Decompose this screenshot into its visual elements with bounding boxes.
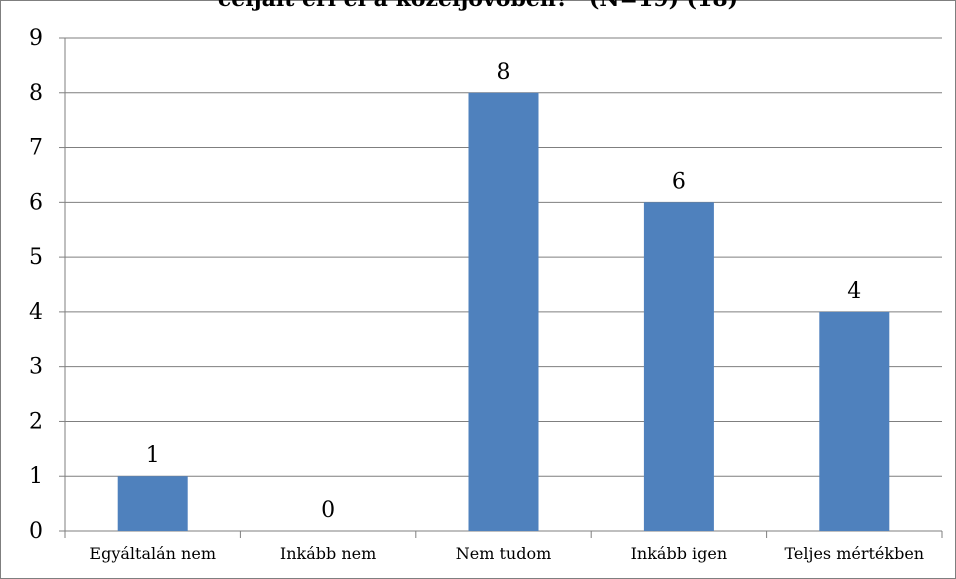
y-tick-label: 6 (29, 190, 43, 215)
bar (643, 202, 714, 532)
data-label: 8 (497, 60, 511, 85)
category-label: Teljes mértékben (784, 544, 924, 563)
bar (468, 92, 539, 532)
y-tick-label: 8 (29, 81, 43, 106)
bar (117, 476, 188, 531)
data-label: 4 (847, 279, 861, 304)
data-label: 1 (146, 443, 160, 468)
y-tick-label: 3 (29, 355, 43, 380)
y-tick-label: 4 (29, 300, 43, 325)
y-tick-label: 5 (29, 245, 43, 270)
chart-title: céljait éri el a közeljövőben?” (N=19) (… (0, 0, 956, 12)
data-label: 6 (672, 169, 686, 194)
category-label: Inkább igen (631, 544, 728, 563)
data-label: 0 (321, 498, 335, 523)
category-label: Nem tudom (456, 544, 552, 563)
y-tick-label: 1 (29, 464, 43, 489)
y-tick-label: 7 (29, 136, 43, 161)
y-tick-label: 0 (29, 519, 43, 544)
y-tick-label: 2 (29, 409, 43, 434)
category-label: Egyáltalán nem (89, 544, 216, 563)
y-tick-label: 9 (29, 26, 43, 51)
category-label: Inkább nem (280, 544, 376, 563)
bar (819, 311, 890, 531)
